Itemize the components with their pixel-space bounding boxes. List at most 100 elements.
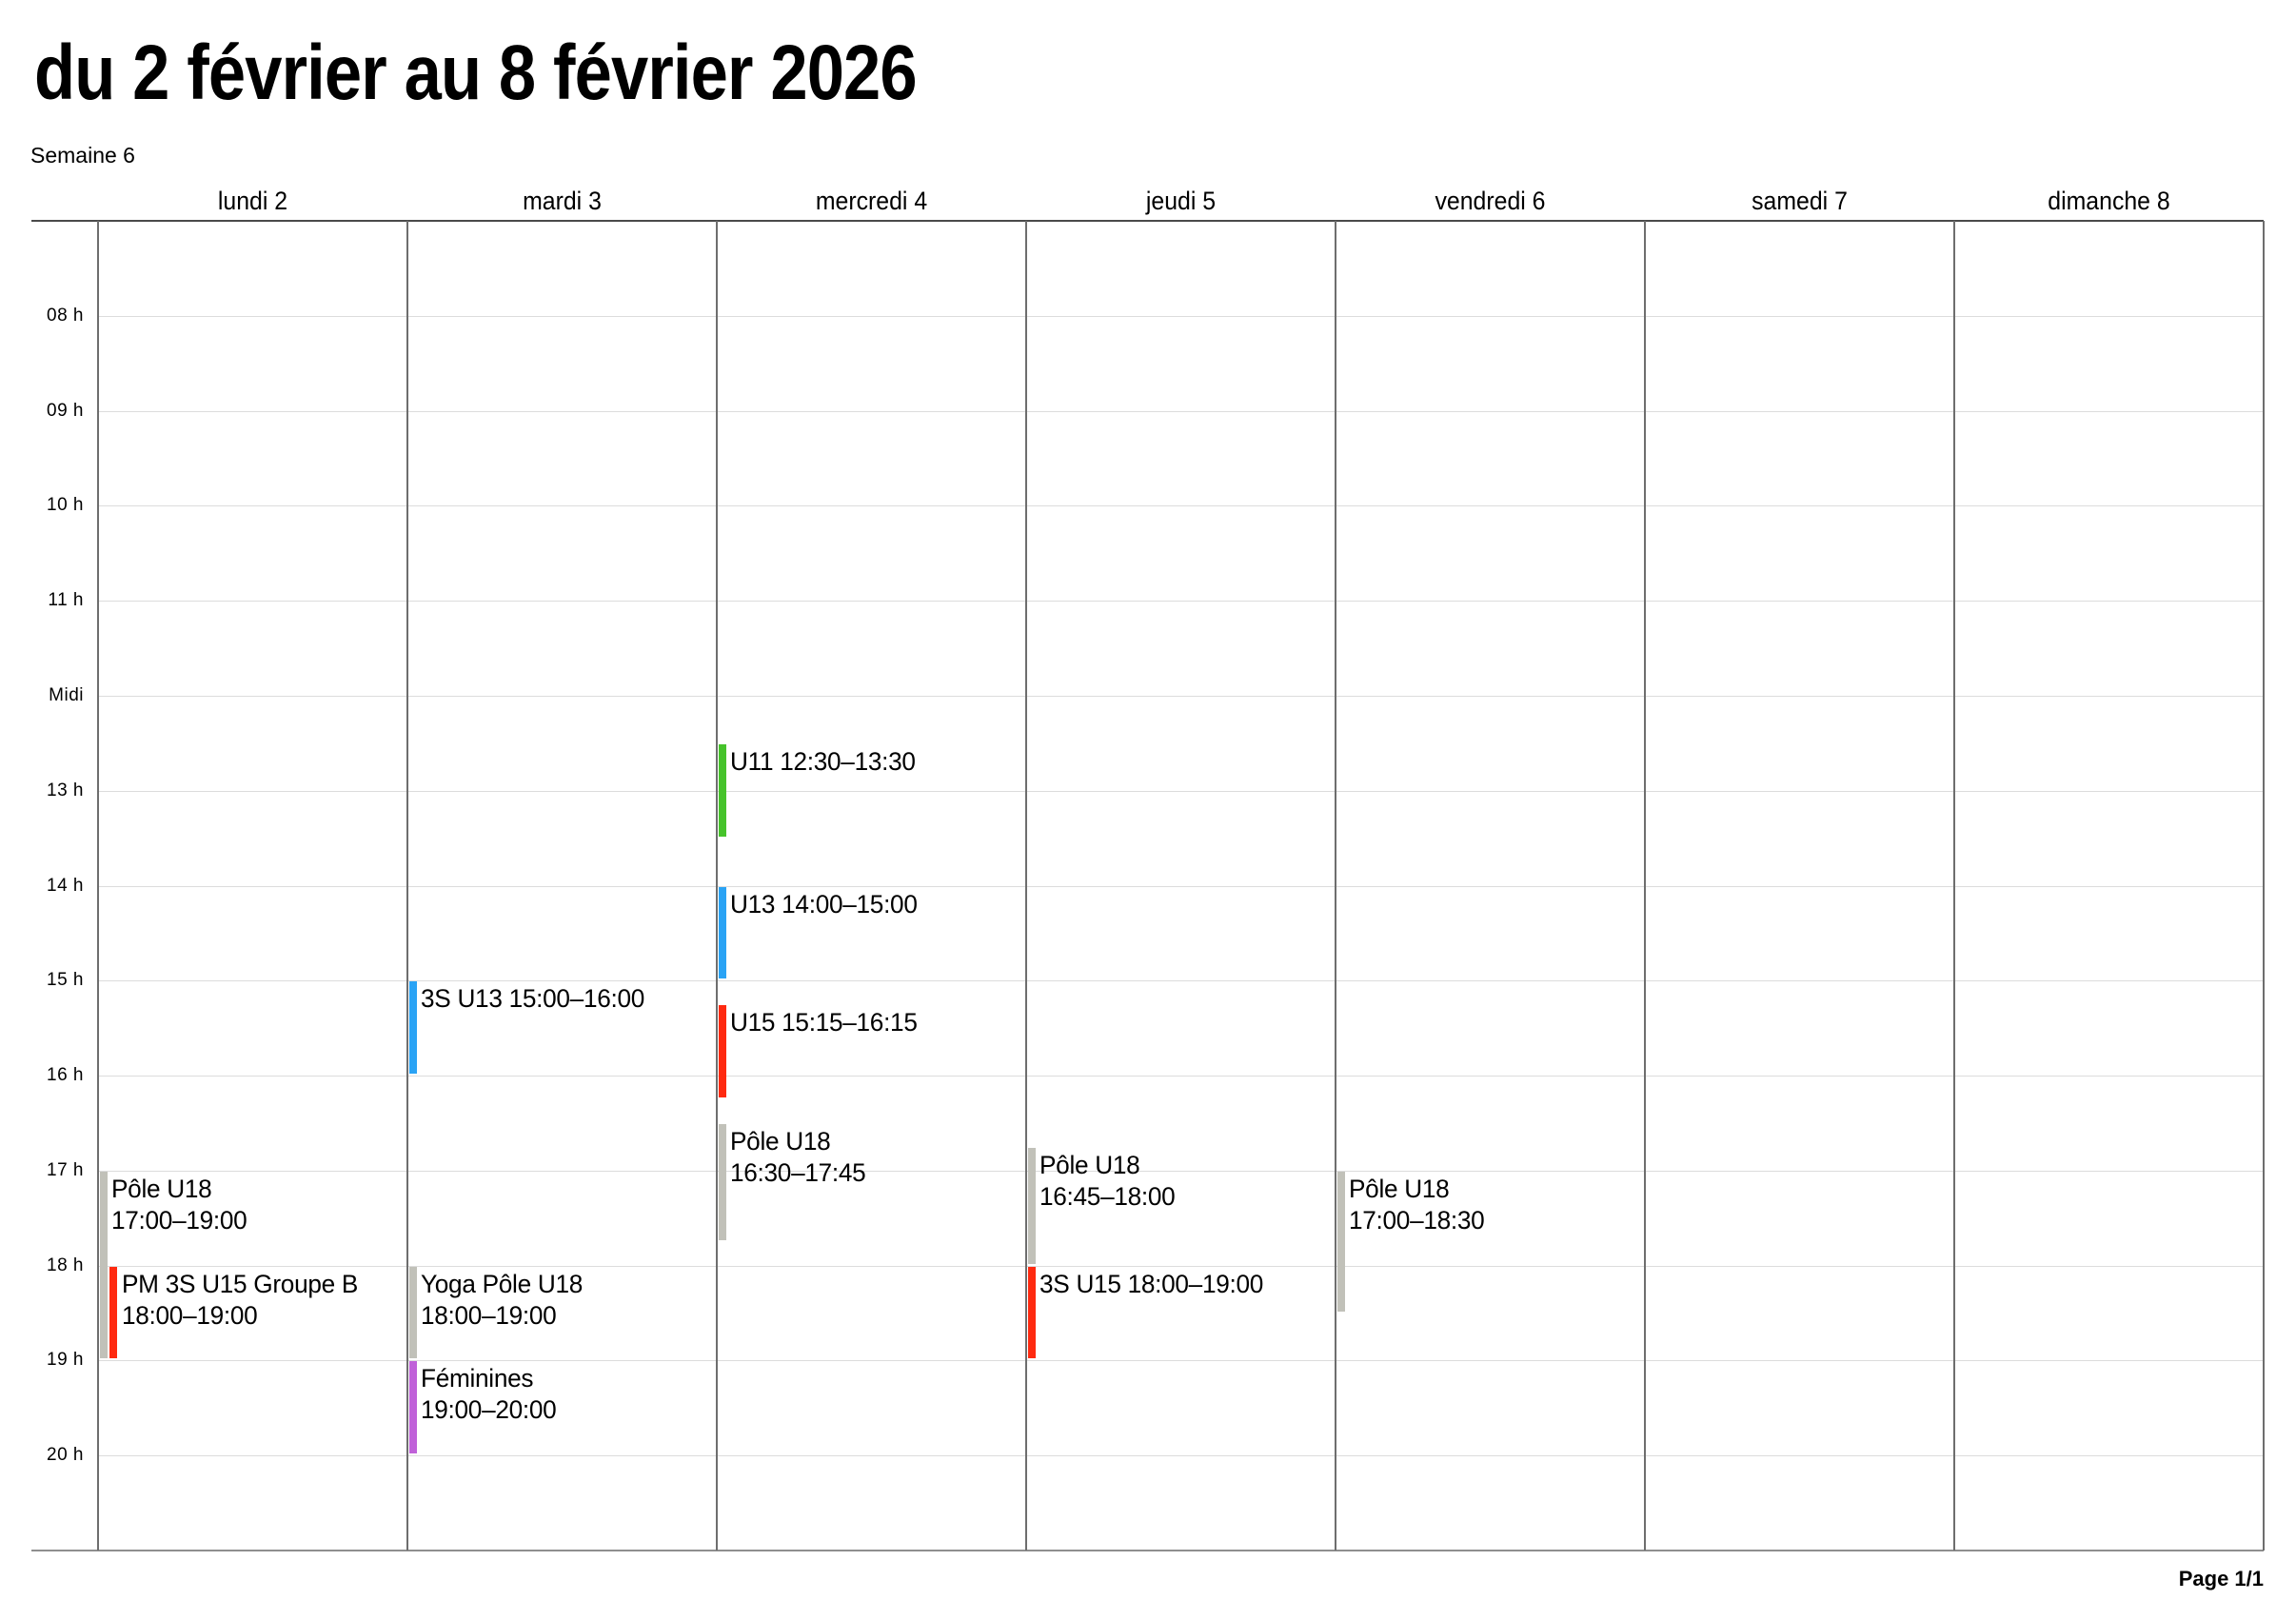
event-time: 16:30–17:45 [730,1157,866,1187]
time-label: 18 h [47,1255,84,1275]
hour-line [98,695,2264,697]
time-label: 09 h [47,400,84,421]
event-color-bar [109,1266,117,1359]
time-label: 11 h [48,590,84,611]
column-separator [1644,221,1646,1551]
time-label: 14 h [47,875,84,896]
event-text: U13 14:00–15:00 [730,889,1016,920]
event-title: PM 3S U15 Groupe B [122,1269,359,1298]
event-time: 17:00–18:30 [1349,1205,1485,1235]
event-text: Pôle U18 17:00–19:00 [111,1174,397,1236]
event-title-and-time: 3S U15 18:00–19:00 [1039,1269,1264,1298]
hour-line [98,980,2264,982]
hour-line [98,315,2264,317]
hour-line [98,1455,2264,1457]
event-time: 18:00–19:00 [421,1300,557,1330]
event-text: Yoga Pôle U18 18:00–19:00 [421,1269,706,1332]
event-block[interactable]: 3S U15 18:00–19:00 [1026,1266,1336,1361]
column-separator [716,221,718,1551]
event-title: Pôle U18 [730,1126,831,1156]
event-title: Pôle U18 [1349,1174,1450,1203]
event-title: Pôle U18 [1039,1150,1140,1179]
column-separator [1335,221,1336,1551]
event-text: 3S U15 18:00–19:00 [1039,1269,1325,1300]
event-color-bar [409,1266,417,1359]
event-color-bar [719,1123,726,1240]
day-header-vendredi: vendredi 6 [1435,187,1546,215]
event-time: 19:00–20:00 [421,1395,557,1425]
hour-line [98,410,2264,412]
event-color-bar [719,743,726,837]
grid-bottom-border [31,1550,2264,1551]
event-title: Féminines [421,1364,534,1393]
event-title-and-time: U11 12:30–13:30 [730,746,916,776]
event-color-bar [719,1005,726,1097]
time-label: 20 h [47,1445,84,1466]
day-header-lundi: lundi 2 [217,187,288,215]
event-block[interactable]: U13 14:00–15:00 [717,886,1026,981]
time-label: 19 h [47,1350,84,1371]
day-header-dimanche: dimanche 8 [2048,187,2170,215]
event-text: PM 3S U15 Groupe B 18:00–19:00 [122,1269,397,1332]
hour-line [98,505,2264,507]
event-block[interactable]: Féminines 19:00–20:00 [407,1360,717,1455]
event-color-bar [1028,1266,1036,1359]
event-title: Pôle U18 [111,1174,212,1203]
time-label: 16 h [47,1065,84,1086]
time-label: 08 h [47,305,84,326]
day-header-mardi: mardi 3 [523,187,602,215]
event-color-bar [409,1361,417,1454]
event-time: 18:00–19:00 [122,1300,258,1330]
event-time: 16:45–18:00 [1039,1181,1176,1211]
hour-line [98,601,2264,603]
event-text: Pôle U18 16:30–17:45 [730,1126,1016,1189]
column-separator [406,221,408,1551]
column-separator [1953,221,1955,1551]
event-color-bar [409,981,417,1075]
event-time: 17:00–19:00 [111,1205,247,1235]
event-title-and-time: 3S U13 15:00–16:00 [421,984,645,1014]
hour-line [98,790,2264,792]
event-block[interactable]: PM 3S U15 Groupe B 18:00–19:00 [98,1266,407,1361]
event-block[interactable]: Pôle U18 16:30–17:45 [717,1123,1026,1242]
event-block[interactable]: Pôle U18 17:00–18:30 [1336,1171,1645,1314]
event-text: Pôle U18 17:00–18:30 [1349,1174,1634,1236]
page-number: Page 1/1 [2178,1567,2264,1590]
gutter-separator [97,221,99,1551]
day-header-jeudi: jeudi 5 [1145,187,1217,215]
column-separator [1025,221,1027,1551]
day-header-samedi: samedi 7 [1752,187,1848,215]
event-color-bar [100,1171,108,1359]
event-block[interactable]: 3S U13 15:00–16:00 [407,980,717,1076]
event-text: Pôle U18 16:45–18:00 [1039,1150,1325,1213]
event-block[interactable]: U11 12:30–13:30 [717,743,1026,839]
hour-line [98,1170,2264,1172]
time-label: 10 h [47,495,84,516]
time-label: 15 h [47,970,84,991]
event-text: U11 12:30–13:30 [730,746,1016,778]
event-text: Féminines 19:00–20:00 [421,1363,706,1426]
hour-line [98,1360,2264,1362]
event-block[interactable]: Pôle U18 16:45–18:00 [1026,1147,1336,1266]
hour-line [98,1076,2264,1077]
event-block[interactable]: U15 15:15–16:15 [717,1004,1026,1099]
day-header-mercredi: mercredi 4 [815,187,928,215]
event-color-bar [719,886,726,979]
event-title: Yoga Pôle U18 [421,1269,584,1298]
event-block[interactable]: Pôle U18 17:00–19:00 [98,1171,407,1361]
event-block[interactable]: Yoga Pôle U18 18:00–19:00 [407,1266,717,1361]
grid-top-border [31,220,2264,222]
hour-line [98,1265,2264,1267]
hour-line [98,885,2264,887]
event-color-bar [1337,1171,1345,1312]
event-title-and-time: U15 15:15–16:15 [730,1008,918,1037]
week-subtitle: Semaine 6 [30,143,135,168]
event-text: 3S U13 15:00–16:00 [421,983,706,1015]
time-label: 13 h [47,780,84,800]
page-title: du 2 février au 8 février 2026 [34,30,918,116]
event-color-bar [1028,1147,1036,1264]
column-separator [2263,221,2265,1551]
event-text: U15 15:15–16:15 [730,1007,1016,1038]
event-title-and-time: U13 14:00–15:00 [730,889,918,919]
